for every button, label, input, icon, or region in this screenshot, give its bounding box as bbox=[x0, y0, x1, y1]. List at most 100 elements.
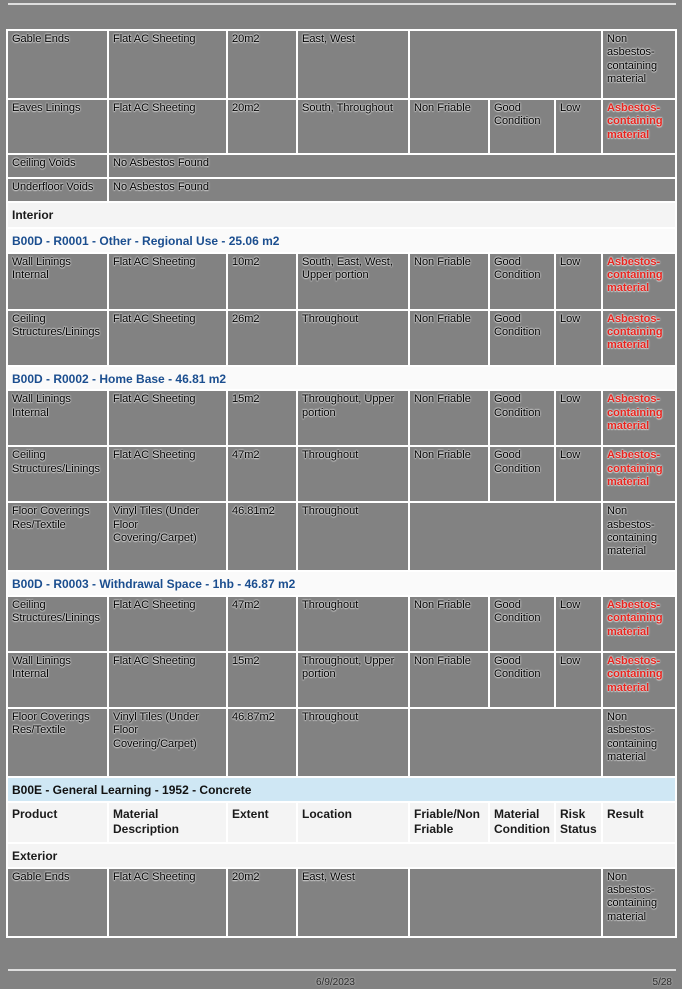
cell-extent: 26m2 bbox=[226, 308, 298, 367]
cell-extent: 47m2 bbox=[226, 594, 298, 653]
cell-location: Throughout bbox=[296, 308, 410, 367]
cell-product: Ceiling Voids bbox=[6, 153, 109, 179]
cell-location: Throughout bbox=[296, 445, 410, 504]
cell-material-description: Flat AC Sheeting bbox=[107, 866, 228, 938]
cell-material-description: Flat AC Sheeting bbox=[107, 251, 228, 311]
cell-result: Asbestos-containing material bbox=[601, 594, 677, 653]
cell-risk-status: Low bbox=[554, 389, 603, 448]
cell-material-condition: Good Condition bbox=[488, 445, 556, 504]
cell-product: Gable Ends bbox=[6, 866, 109, 938]
cell-product: Wall Linings Internal bbox=[6, 251, 109, 311]
cell-friable: Non Friable bbox=[408, 650, 490, 709]
cell-location: Throughout bbox=[296, 501, 410, 573]
column-header: Material Description bbox=[107, 800, 228, 844]
cell-material-condition: Good Condition bbox=[488, 251, 556, 311]
cell-extent: 15m2 bbox=[226, 650, 298, 709]
cell-extent: 15m2 bbox=[226, 389, 298, 448]
table-row: Eaves Linings Flat AC Sheeting 20m2 South, … bbox=[6, 98, 677, 155]
cell-product: Floor Coverings Res/Textile bbox=[6, 501, 109, 573]
cell-material-description: Flat AC Sheeting bbox=[107, 308, 228, 367]
cell-extent: 20m2 bbox=[226, 866, 298, 938]
cell-product: Wall Linings Internal bbox=[6, 389, 109, 448]
table-row: Wall Linings Internal Flat AC Sheeting 15m… bbox=[6, 650, 677, 709]
cell-extent: 20m2 bbox=[226, 98, 298, 155]
footer-date: 6/9/2023 bbox=[316, 977, 355, 988]
cell-location: Throughout bbox=[296, 594, 410, 653]
cell-product: Gable Ends bbox=[6, 29, 109, 100]
cell-result: Non asbestos-containing material bbox=[601, 706, 677, 778]
cell-risk-status: Low bbox=[554, 251, 603, 311]
cell-product: Wall Linings Internal bbox=[6, 650, 109, 709]
room-header: B00D - R0001 - Other - Regional Use - 25… bbox=[6, 227, 677, 254]
cell-material-description: Flat AC Sheeting bbox=[107, 98, 228, 155]
column-header: Result bbox=[601, 800, 677, 844]
table-row: Ceiling Structures/Linings Flat AC Sheeti… bbox=[6, 594, 677, 653]
cell-material-condition: Good Condition bbox=[488, 650, 556, 709]
cell-product: Floor Coverings Res/Textile bbox=[6, 706, 109, 778]
table-row: Floor Coverings Res/Textile Vinyl Tiles (… bbox=[6, 706, 677, 778]
building-header: B00E - General Learning - 1952 - Concret… bbox=[6, 775, 677, 803]
section-header: Exterior bbox=[6, 841, 677, 869]
cell-friable: Non Friable bbox=[408, 594, 490, 653]
column-header: Extent bbox=[226, 800, 298, 844]
section-header: Interior bbox=[6, 201, 677, 229]
cell-result: Asbestos-containing material bbox=[601, 308, 677, 367]
cell-material-description: Vinyl Tiles (Under Floor Covering/Carpet… bbox=[107, 706, 228, 778]
column-header: Location bbox=[296, 800, 410, 844]
cell-material-condition: Good Condition bbox=[488, 98, 556, 155]
column-header-row: Product Material Description Extent Locatio… bbox=[6, 800, 677, 844]
cell-friable: Non Friable bbox=[408, 389, 490, 448]
cell-friable: Non Friable bbox=[408, 98, 490, 155]
cell-empty-assessment bbox=[408, 866, 603, 938]
cell-friable: Non Friable bbox=[408, 308, 490, 367]
cell-result: Non asbestos-containing material bbox=[601, 866, 677, 938]
cell-empty-assessment bbox=[408, 501, 603, 573]
table-body: Gable Ends Flat AC Sheeting 20m2 East, West… bbox=[6, 29, 677, 938]
cell-product: Ceiling Structures/Linings bbox=[6, 308, 109, 367]
cell-risk-status: Low bbox=[554, 98, 603, 155]
cell-product: Ceiling Structures/Linings bbox=[6, 445, 109, 504]
cell-location: Throughout bbox=[296, 706, 410, 778]
section-header-row: Interior bbox=[6, 201, 677, 229]
void-finding-row: Underfloor Voids No Asbestos Found bbox=[6, 177, 677, 203]
cell-risk-status: Low bbox=[554, 308, 603, 367]
asbestos-register-table: Gable Ends Flat AC Sheeting 20m2 East, West… bbox=[6, 29, 677, 938]
building-header-row: B00E - General Learning - 1952 - Concret… bbox=[6, 775, 677, 803]
cell-extent: 46.81m2 bbox=[226, 501, 298, 573]
cell-result: Asbestos-containing material bbox=[601, 650, 677, 709]
cell-location: East, West bbox=[296, 29, 410, 100]
cell-finding: No Asbestos Found bbox=[107, 177, 677, 203]
cell-material-description: Flat AC Sheeting bbox=[107, 594, 228, 653]
table-row: Ceiling Structures/Linings Flat AC Sheeti… bbox=[6, 308, 677, 367]
cell-material-description: Flat AC Sheeting bbox=[107, 650, 228, 709]
cell-location: Throughout, Upper portion bbox=[296, 389, 410, 448]
column-header: Material Condition bbox=[488, 800, 556, 844]
cell-material-condition: Good Condition bbox=[488, 594, 556, 653]
room-header-row: B00D - R0002 - Home Base - 46.81 m2 bbox=[6, 364, 677, 392]
cell-result: Asbestos-containing material bbox=[601, 445, 677, 504]
footer-rule bbox=[8, 969, 676, 971]
cell-product: Underfloor Voids bbox=[6, 177, 109, 203]
cell-friable: Non Friable bbox=[408, 251, 490, 311]
cell-extent: 20m2 bbox=[226, 29, 298, 100]
cell-empty-assessment bbox=[408, 706, 603, 778]
cell-product: Ceiling Structures/Linings bbox=[6, 594, 109, 653]
cell-risk-status: Low bbox=[554, 650, 603, 709]
cell-material-description: Flat AC Sheeting bbox=[107, 389, 228, 448]
cell-material-description: Flat AC Sheeting bbox=[107, 445, 228, 504]
column-header: Risk Status bbox=[554, 800, 603, 844]
room-header: B00D - R0002 - Home Base - 46.81 m2 bbox=[6, 364, 677, 392]
table-row: Wall Linings Internal Flat AC Sheeting 10m… bbox=[6, 251, 677, 311]
table-row: Ceiling Structures/Linings Flat AC Sheeti… bbox=[6, 445, 677, 504]
header-rule bbox=[8, 3, 676, 5]
table-row: Gable Ends Flat AC Sheeting 20m2 East, West… bbox=[6, 866, 677, 938]
cell-location: South, Throughout bbox=[296, 98, 410, 155]
cell-result: Non asbestos-containing material bbox=[601, 501, 677, 573]
room-header-row: B00D - R0003 - Withdrawal Space - 1hb - … bbox=[6, 570, 677, 597]
column-header: Product bbox=[6, 800, 109, 844]
cell-result: Asbestos-containing material bbox=[601, 98, 677, 155]
section-header-row: Exterior bbox=[6, 841, 677, 869]
cell-empty-assessment bbox=[408, 29, 603, 100]
cell-risk-status: Low bbox=[554, 445, 603, 504]
